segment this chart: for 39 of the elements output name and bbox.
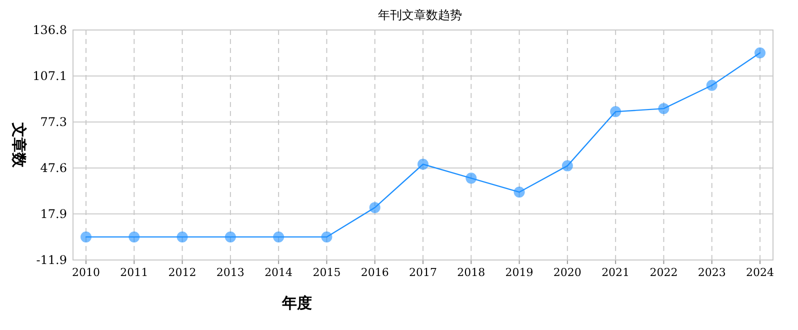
x-tick-label: 2017 xyxy=(409,266,437,279)
y-tick-label: -11.9 xyxy=(36,253,67,267)
x-tick-label: 2022 xyxy=(650,266,678,279)
point xyxy=(658,103,670,114)
point xyxy=(610,106,622,118)
point xyxy=(562,160,573,172)
x-tick-label: 2012 xyxy=(168,266,196,279)
y-axis-title: 文章数 xyxy=(10,122,28,168)
y-tick-label: 47.6 xyxy=(40,160,67,175)
x-axis-title: 年度 xyxy=(281,294,312,312)
x-tick-label: 2023 xyxy=(698,266,726,279)
point xyxy=(176,231,188,242)
x-tick-label: 2020 xyxy=(553,266,582,279)
x-tick-label: 2016 xyxy=(360,266,389,279)
point xyxy=(514,186,525,198)
point xyxy=(224,231,236,242)
x-tick-label: 2015 xyxy=(312,266,341,279)
x-tick-label: 2019 xyxy=(505,266,534,279)
y-tick-label: 107.1 xyxy=(32,68,67,83)
point xyxy=(321,231,332,242)
x-tick-label: 2021 xyxy=(602,266,630,279)
x-tick-label: 2010 xyxy=(72,266,100,279)
point xyxy=(273,231,284,242)
point xyxy=(369,202,380,214)
point xyxy=(706,80,718,91)
point xyxy=(80,231,92,242)
x-tick-label: 2013 xyxy=(216,266,244,279)
x-tick-label: 2014 xyxy=(264,266,293,279)
point xyxy=(128,231,140,242)
x-tick-label: 2024 xyxy=(746,266,774,279)
y-tick-label: 17.9 xyxy=(40,206,67,221)
x-tick-label: 2018 xyxy=(457,266,486,279)
chart-title: 年刊文章数趋势 xyxy=(378,8,462,22)
x-tick-label: 2011 xyxy=(120,266,148,279)
point xyxy=(418,158,428,170)
point xyxy=(754,47,766,58)
y-tick-label: 77.3 xyxy=(40,115,67,130)
point xyxy=(466,172,477,184)
y-tick-label: 136.8 xyxy=(32,23,67,37)
